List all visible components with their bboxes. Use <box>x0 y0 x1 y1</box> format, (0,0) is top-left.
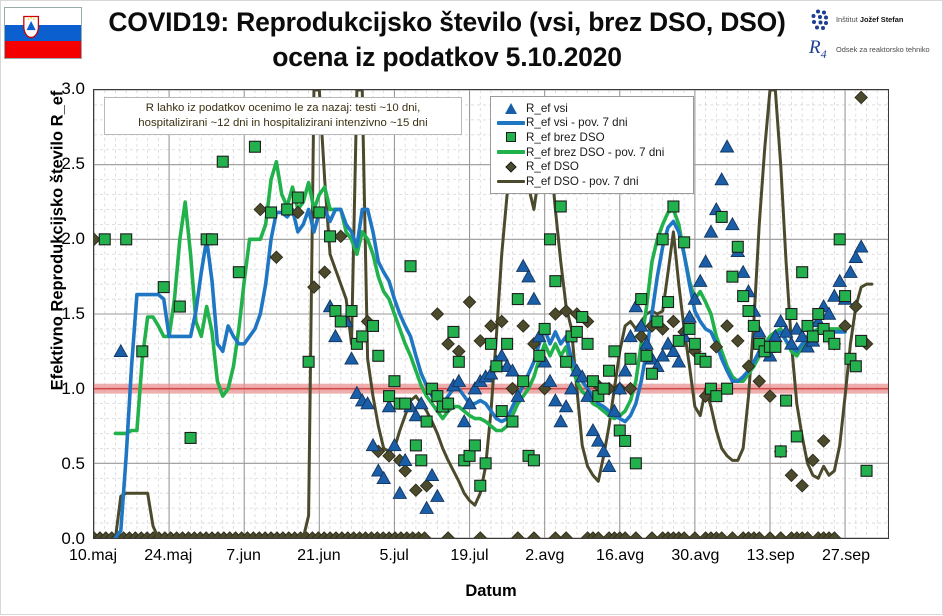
x-tick-label: 24.maj <box>144 547 193 564</box>
y-tick-label: 1.0 <box>61 379 85 398</box>
annotation-box: R lahko iz podatkov ocenimo le za nazaj:… <box>104 97 462 136</box>
x-tick-label: 19.jul <box>450 547 489 564</box>
y-tick-label: 1.5 <box>61 304 85 323</box>
r4-mark: R <box>809 37 821 58</box>
x-tick-label: 5.jul <box>379 547 409 564</box>
legend-label: R_ef DSO <box>526 160 579 174</box>
institute-logo: Inštitut Jožef Stefan R4 Odsek za reakto… <box>809 9 941 69</box>
r4-sub: 4 <box>820 46 827 61</box>
legend-square-icon <box>506 132 516 143</box>
x-tick-label: 13.sep <box>746 547 795 564</box>
legend-key <box>496 150 526 154</box>
ijs-dots-icon <box>811 9 828 30</box>
y-tick-label: 3.0 <box>61 79 85 98</box>
x-tick-label: 16.avg <box>596 547 645 564</box>
annotation-line-2: hospitalizirani ~12 dni in hospitalizira… <box>138 117 428 130</box>
legend-triangle-icon <box>505 102 517 114</box>
legend-key <box>496 179 526 183</box>
x-tick-label: 30.avg <box>671 547 720 564</box>
department-row: R4 Odsek za reaktorsko tehniko <box>809 38 941 62</box>
legend-key <box>496 121 526 125</box>
y-axis-ticks: 0.0 0.5 1.0 1.5 2.0 2.5 3.0 <box>1 1 89 616</box>
legend-item[interactable]: R_ef brez DSO <box>496 130 687 145</box>
slovenian-flag-icon <box>4 7 82 59</box>
institute-row: Inštitut Jožef Stefan <box>809 9 941 31</box>
legend-item[interactable]: R_ef DSO - pov. 7 dni <box>496 174 687 189</box>
department-name: Odsek za reaktorsko tehniko <box>836 44 930 54</box>
coat-of-arms-icon <box>22 15 39 39</box>
legend-item[interactable]: R_ef vsi <box>496 101 687 116</box>
legend-label: R_ef vsi - pov. 7 dni <box>526 116 628 130</box>
legend-label: R_ef DSO - pov. 7 dni <box>526 174 639 188</box>
legend-item[interactable]: R_ef vsi - pov. 7 dni <box>496 116 687 131</box>
legend-line-icon <box>497 121 525 125</box>
x-tick-label: 27.sep <box>821 547 870 564</box>
legend-line-icon <box>497 150 525 154</box>
x-tick-label: 2.avg <box>525 547 565 564</box>
legend-item[interactable]: R_ef brez DSO - pov. 7 dni <box>496 145 687 160</box>
legend-label: R_ef brez DSO - pov. 7 dni <box>526 145 665 159</box>
y-tick-label: 0.0 <box>61 529 85 548</box>
legend-diamond-icon <box>505 161 517 173</box>
y-tick-label: 0.5 <box>61 454 85 473</box>
legend-key <box>496 102 526 114</box>
legend-key <box>496 161 526 173</box>
legend-label: R_ef vsi <box>526 101 568 115</box>
y-tick-label: 2.5 <box>61 154 85 173</box>
chart-legend: R_ef vsi R_ef vsi - pov. 7 dni R_ef brez D… <box>490 96 694 194</box>
x-tick-label: 10.maj <box>68 547 118 564</box>
institute-name-bold: Jožef Stefan <box>859 14 904 24</box>
x-axis-title: Datum <box>465 582 517 600</box>
data-layer <box>94 90 874 538</box>
institute-prefix: Inštitut <box>836 14 860 24</box>
legend-label: R_ef brez DSO <box>526 130 605 144</box>
legend-key <box>496 132 526 143</box>
page-title: COVID19: Reprodukcijsko število (vsi, br… <box>97 5 797 75</box>
r4-logo-icon: R4 <box>809 38 831 62</box>
legend-line-icon <box>497 179 525 183</box>
title-line-1: COVID19: Reprodukcijsko število (vsi, br… <box>108 7 786 37</box>
title-line-2: ocena iz podatkov 5.10.2020 <box>272 41 622 72</box>
x-axis-ticks: 10.maj 24.maj 7.jun 21.jun 5.jul 19.jul 2.avg 1… <box>1 547 943 577</box>
y-tick-label: 2.0 <box>61 229 85 248</box>
legend-item[interactable]: R_ef DSO <box>496 159 687 174</box>
x-tick-label: 21.jun <box>297 547 341 564</box>
x-tick-label: 7.jun <box>226 547 261 564</box>
annotation-line-1: R lahko iz podatkov ocenimo le za nazaj:… <box>145 102 421 114</box>
institute-name: Inštitut Jožef Stefan <box>836 14 904 25</box>
